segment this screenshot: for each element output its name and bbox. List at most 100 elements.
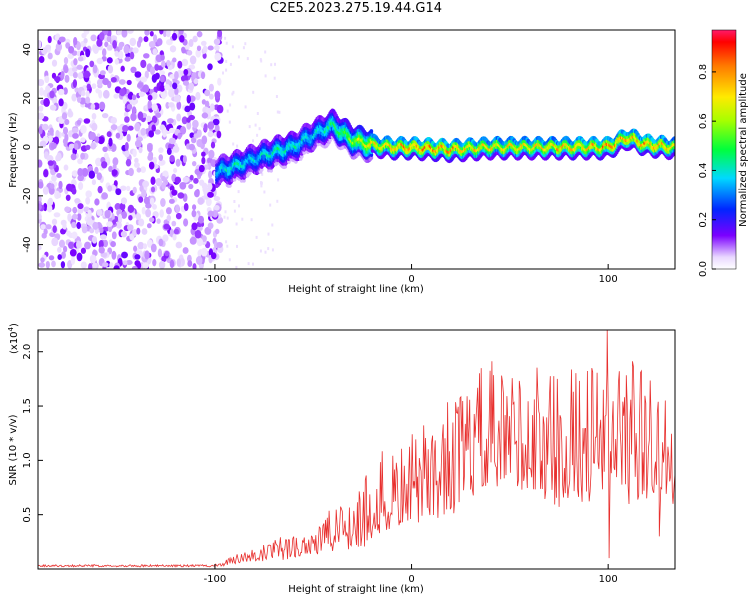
spectrogram-cell (138, 146, 143, 154)
spectrogram-cell (51, 260, 56, 268)
spectrogram-cell (278, 110, 281, 114)
spectrogram-cell (269, 203, 272, 207)
spectrogram-cell (38, 203, 42, 211)
spectrogram-cell (90, 34, 97, 42)
spectrogram-cell (169, 259, 175, 269)
spectrogram-cell (134, 139, 142, 148)
spectrogram-cell (143, 53, 150, 59)
spectrogram-cell (231, 92, 234, 96)
spectrogram-cell (74, 198, 81, 204)
spectrogram-cell (112, 219, 117, 225)
spectrogram-x-tick-label: -100 (204, 274, 227, 285)
spectrogram-cell (62, 126, 69, 135)
spectrogram-cell (77, 158, 83, 165)
spectrogram-cell (49, 104, 57, 111)
spectrogram-cell (177, 60, 183, 69)
colorbar-label: Normalized spectral amplitude (738, 73, 749, 227)
spectrogram-cell (158, 238, 164, 247)
spectrogram-cell (76, 119, 82, 126)
spectrogram-cell (80, 247, 87, 254)
spectrogram-cell (134, 122, 141, 132)
spectrogram-cell (95, 157, 102, 167)
spectrogram-cell (94, 136, 100, 143)
spectrogram-cell (149, 197, 155, 206)
spectrogram-cell (201, 135, 208, 145)
spectrogram-cell (208, 93, 214, 100)
spectrogram-cell (183, 218, 189, 227)
spectrogram-cell (264, 74, 267, 78)
spectrogram-cell (186, 94, 192, 104)
spectrogram-y-tick-label: 0 (22, 144, 33, 150)
spectrogram-cell (163, 223, 171, 230)
spectrogram-cell (121, 30, 128, 38)
spectrogram-cell (161, 182, 166, 190)
spectrogram-cell (166, 147, 172, 156)
spectrogram-cell (235, 265, 238, 269)
spectrogram-cell (192, 263, 197, 269)
spectrogram-cell (152, 259, 157, 267)
spectrogram-cell (236, 144, 239, 148)
spectrogram-cell (193, 177, 199, 184)
spectrogram-cell (43, 228, 48, 235)
spectrogram-panel: -100 0 100 -40 -20 0 20 40 Height of straight l… (8, 29, 676, 295)
spectrogram-cell (191, 71, 197, 80)
spectrogram-cell (38, 55, 45, 64)
spectrogram-cell (192, 119, 199, 129)
spectrogram-cell (164, 84, 171, 91)
spectrogram-cell (119, 88, 126, 97)
spectrogram-y-label: Frequency (Hz) (8, 112, 19, 188)
spectrogram-cell (168, 137, 176, 145)
spectrogram-cell (143, 36, 149, 43)
spectrogram-cell (182, 176, 190, 183)
spectrogram-cell (47, 160, 54, 166)
spectrogram-cell (39, 87, 44, 97)
spectrogram-cell (77, 203, 84, 210)
spectrogram-cell (122, 96, 128, 105)
spectrogram-cell (144, 250, 150, 260)
snr-y-tick-label: 1.5 (22, 398, 33, 414)
spectrogram-cell (52, 225, 57, 233)
spectrogram-cell (196, 139, 204, 148)
spectrogram-cell (152, 48, 158, 56)
spectrogram-cell (260, 59, 263, 63)
spectrogram-cell (264, 50, 267, 54)
snr-y-tick-label: 0.5 (22, 507, 33, 523)
spectrogram-cell (672, 136, 675, 141)
spectrogram-cell (195, 91, 201, 101)
spectrogram-cell (184, 106, 191, 113)
spectrogram-cell (53, 212, 61, 218)
spectrogram-cell (143, 196, 150, 205)
spectrogram-cell (147, 100, 152, 109)
spectrogram-cell (214, 52, 222, 61)
spectrogram-cell (85, 90, 90, 98)
spectrogram-cell (115, 221, 122, 229)
spectrogram-cell (141, 189, 147, 198)
spectrogram-cell (102, 77, 109, 86)
spectrogram-cell (101, 55, 107, 62)
spectrogram-cell (111, 250, 117, 260)
spectrogram-cell (166, 59, 171, 67)
spectrogram-cell (110, 124, 118, 131)
spectrogram-cell (43, 97, 50, 107)
spectrogram-cell (86, 83, 92, 90)
spectrogram-cell (141, 206, 146, 215)
spectrogram-cell (91, 122, 98, 132)
spectrogram-cell (123, 111, 129, 118)
spectrogram-cell (209, 103, 215, 112)
spectrogram-cell (201, 99, 207, 105)
spectrogram-cell (166, 214, 171, 222)
spectrogram-cell (128, 214, 133, 221)
spectrogram-cell (201, 235, 207, 242)
spectrogram-cell (189, 102, 196, 111)
spectrogram-cell (132, 186, 137, 194)
spectrogram-cell (126, 133, 131, 142)
spectrogram-cell (60, 71, 65, 79)
spectrogram-cell (111, 231, 117, 240)
spectrogram-cell (110, 117, 118, 124)
spectrogram-cell (196, 45, 202, 52)
spectrogram-cell (89, 60, 95, 68)
spectrogram-cell (89, 132, 96, 141)
spectrogram-cell (273, 76, 276, 80)
spectrogram-cell (150, 176, 156, 185)
